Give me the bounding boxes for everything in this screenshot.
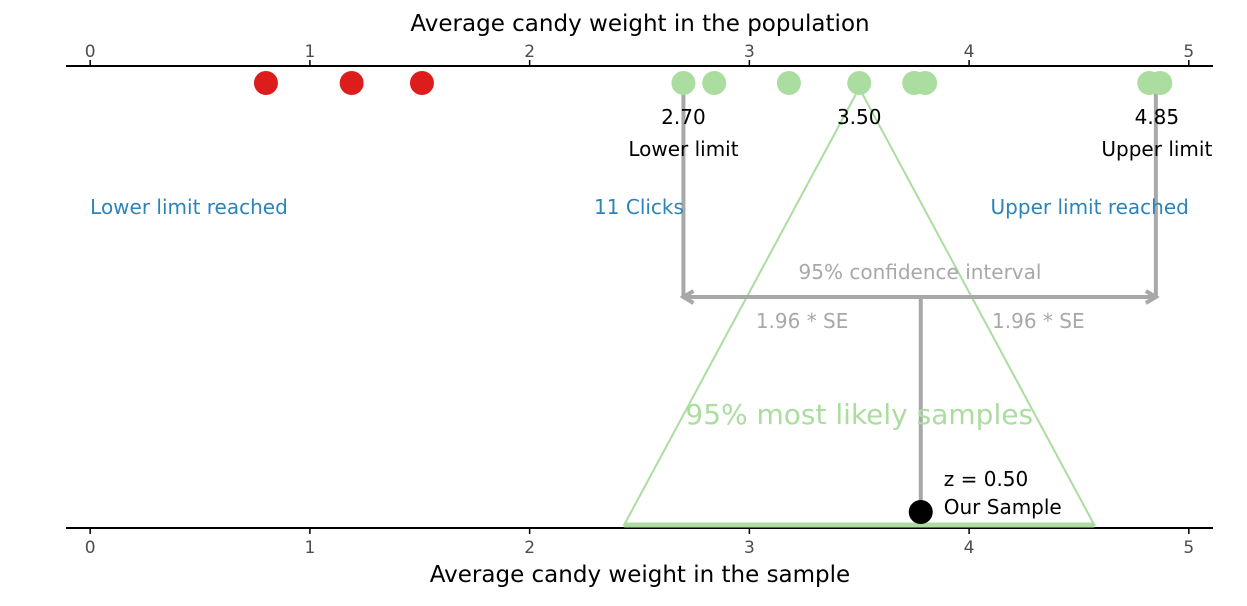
- lower-limit-reached-text: Lower limit reached: [90, 195, 288, 219]
- population-points: [253, 71, 1173, 95]
- rejected-point-2: [409, 71, 434, 95]
- top-axis-tick-label-3: 3: [744, 42, 755, 62]
- top-axis-tick-label-2: 2: [524, 42, 535, 62]
- bottom-axis-tick-label-2: 2: [524, 538, 535, 558]
- bottom-axis-ticks: 0 1 2 3 4 5: [85, 528, 1194, 558]
- most-likely-samples-label: 95% most likely samples: [685, 398, 1033, 431]
- confidence-interval-label: 95% confidence interval: [799, 260, 1042, 284]
- upper-limit-reached-text: Upper limit reached: [991, 195, 1189, 219]
- top-axis-tick-label-4: 4: [964, 42, 975, 62]
- accepted-point-1: [702, 71, 727, 95]
- top-axis-title: Average candy weight in the population: [410, 11, 869, 37]
- accepted-point-0: [671, 71, 696, 95]
- se-right-label: 1.96 * SE: [992, 309, 1085, 333]
- top-axis-tick-label-0: 0: [85, 42, 96, 62]
- lower-limit-value: 2.70: [661, 105, 706, 129]
- accepted-point-7: [1148, 71, 1173, 95]
- lower-limit-label: Lower limit: [628, 137, 738, 161]
- our-sample-label: Our Sample: [944, 495, 1062, 519]
- bottom-axis-title: Average candy weight in the sample: [430, 562, 850, 588]
- rejected-point-1: [339, 71, 364, 95]
- upper-limit-value: 4.85: [1135, 105, 1180, 129]
- bottom-axis-tick-label-3: 3: [744, 538, 755, 558]
- top-axis-tick-label-5: 5: [1183, 42, 1194, 62]
- bottom-axis-tick-label-1: 1: [304, 538, 315, 558]
- z-score-label: z = 0.50: [944, 467, 1029, 491]
- bottom-axis-tick-label-5: 5: [1183, 538, 1194, 558]
- our-sample-point[interactable]: [908, 500, 933, 524]
- accepted-point-3: [847, 71, 872, 95]
- bottom-axis-tick-label-0: 0: [85, 538, 96, 558]
- clicks-count-text: 11 Clicks: [594, 195, 684, 219]
- top-axis-tick-label-1: 1: [304, 42, 315, 62]
- center-value: 3.50: [837, 105, 882, 129]
- top-axis-ticks: 0 1 2 3 4 5: [85, 42, 1194, 66]
- confidence-interval-left-arrow: [679, 289, 695, 305]
- accepted-point-5: [913, 71, 938, 95]
- se-left-label: 1.96 * SE: [756, 309, 849, 333]
- accepted-point-2: [776, 71, 801, 95]
- rejected-point-0: [253, 71, 278, 95]
- confidence-interval-right-arrow: [1144, 289, 1160, 305]
- bottom-axis-tick-label-4: 4: [964, 538, 975, 558]
- upper-limit-label: Upper limit: [1101, 137, 1212, 161]
